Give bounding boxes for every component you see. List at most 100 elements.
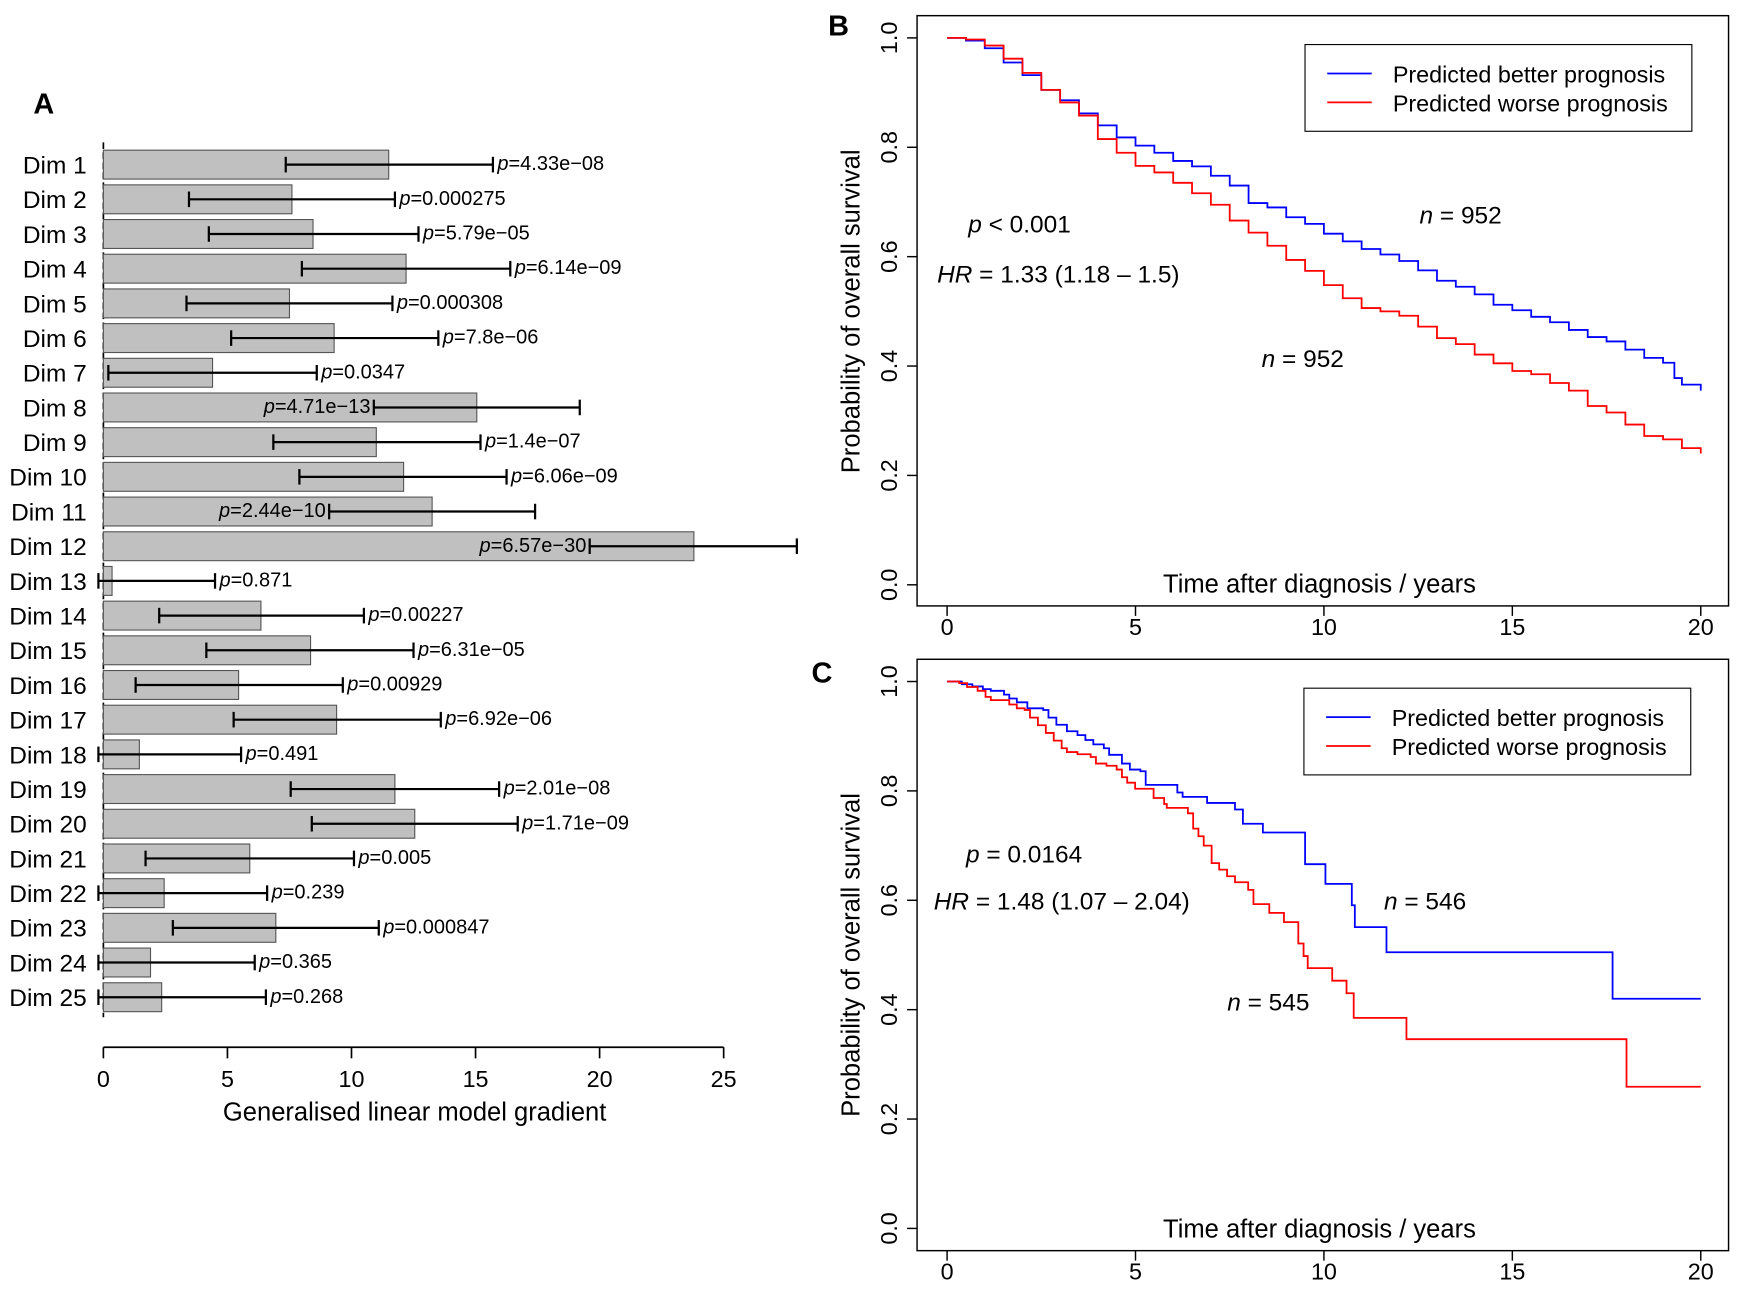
- x-tick-label: 15: [1499, 614, 1525, 640]
- x-tick-label: 10: [1311, 614, 1337, 640]
- category-label: Dim 23: [9, 916, 86, 943]
- p-value: 6.14e−09: [538, 257, 622, 279]
- legend-label: Predicted worse prognosis: [1392, 734, 1667, 760]
- p-symbol: p: [396, 292, 408, 314]
- x-axis-label: Time after diagnosis / years: [1163, 571, 1476, 599]
- p-value-label: p=7.8e−06: [442, 327, 539, 349]
- category-label: Dim 2: [23, 187, 87, 214]
- equals-sign: =: [533, 812, 545, 834]
- p-value-annotation: p < 0.001: [967, 211, 1071, 238]
- equals-sign: =: [231, 569, 243, 591]
- p-symbol: p: [422, 223, 434, 245]
- x-tick-label: 5: [1129, 1259, 1142, 1285]
- n-better-annotation-value: = 546: [1398, 888, 1467, 915]
- x-axis-label: Generalised linear model gradient: [223, 1099, 606, 1127]
- x-tick-label: 15: [1499, 1259, 1525, 1285]
- n-worse-annotation-symbol: n: [1227, 990, 1241, 1017]
- p-value-label: p=6.92e−06: [444, 708, 552, 730]
- category-label: Dim 24: [9, 950, 86, 977]
- equals-sign: =: [275, 396, 287, 418]
- category-label: Dim 13: [9, 569, 86, 596]
- y-tick-label: 0.0: [876, 1212, 902, 1244]
- p-symbol: p: [510, 465, 522, 487]
- p-value-label: p=0.00227: [367, 604, 463, 626]
- y-tick-label: 1.0: [876, 22, 902, 54]
- panel-letter-b: B: [828, 11, 849, 43]
- p-symbol: p: [357, 847, 369, 869]
- p-symbol: p: [496, 153, 508, 175]
- n-worse-annotation-symbol: n: [1262, 346, 1276, 373]
- p-value: 0.491: [268, 743, 318, 765]
- y-tick-label: 0.2: [876, 459, 902, 491]
- x-tick-label: 10: [339, 1066, 365, 1092]
- equals-sign: =: [394, 916, 406, 938]
- survival-curve-worse: [947, 680, 1701, 1088]
- category-label: Dim 16: [9, 673, 86, 700]
- y-tick-label: 1.0: [876, 665, 902, 697]
- category-label: Dim 10: [9, 465, 86, 492]
- legend-box: [1304, 44, 1693, 132]
- equals-sign: =: [522, 465, 534, 487]
- p-value: 1.4e−07: [508, 431, 581, 453]
- p-value-label: p=0.00929: [346, 674, 442, 696]
- p-symbol: p: [271, 882, 283, 904]
- hazard-ratio-annotation: HR = 1.48 (1.07 – 2.04): [934, 888, 1190, 915]
- n-worse-annotation-value: = 952: [1275, 346, 1344, 373]
- equals-sign: =: [456, 708, 468, 730]
- y-tick-label: 0.4: [876, 993, 902, 1025]
- equals-sign: =: [332, 361, 344, 383]
- y-tick-label: 0.0: [876, 569, 902, 601]
- p-value-label: p=6.06e−09: [510, 465, 618, 487]
- p-value-annotation-symbol: p: [965, 842, 980, 869]
- p-symbol: p: [263, 396, 275, 418]
- equals-sign: =: [358, 674, 370, 696]
- p-value: 6.31e−05: [441, 639, 525, 661]
- p-value-label: p=0.000275: [398, 188, 505, 210]
- p-value-label: p=4.33e−08: [496, 153, 604, 175]
- p-value: 7.8e−06: [466, 327, 539, 349]
- p-value-label: p=2.44e−10: [218, 500, 326, 522]
- p-value-label: p=2.01e−08: [503, 778, 611, 800]
- p-symbol: p: [346, 674, 358, 696]
- p-value: 0.000275: [422, 188, 505, 210]
- p-value: 0.365: [282, 951, 332, 973]
- category-label: Dim 18: [9, 742, 86, 769]
- equals-sign: =: [257, 743, 269, 765]
- equals-sign: =: [496, 431, 508, 453]
- equals-sign: =: [526, 257, 538, 279]
- y-tick-label: 0.2: [876, 1103, 902, 1135]
- legend-label: Predicted worse prognosis: [1393, 90, 1668, 116]
- p-symbol: p: [484, 431, 496, 453]
- equals-sign: =: [283, 882, 295, 904]
- legend: Predicted better prognosis Predicted wors…: [1304, 44, 1693, 132]
- p-symbol: p: [417, 639, 429, 661]
- p-value: 6.06e−09: [534, 465, 618, 487]
- equals-sign: =: [491, 535, 503, 557]
- x-tick-label: 20: [1688, 1259, 1714, 1285]
- p-value-label: p=0.000847: [382, 916, 489, 938]
- x-axis-label: Time after diagnosis / years: [1163, 1215, 1476, 1243]
- category-label: Dim 7: [23, 361, 87, 388]
- p-value: 0.239: [294, 882, 344, 904]
- category-label: Dim 11: [11, 499, 87, 526]
- p-value: 2.01e−08: [526, 778, 610, 800]
- equals-sign: =: [515, 778, 527, 800]
- y-axis-label: Probability of overall survival: [837, 793, 865, 1117]
- x-tick-label: 15: [463, 1066, 489, 1092]
- y-tick-label: 0.4: [876, 350, 902, 382]
- p-value: 0.0347: [344, 361, 405, 383]
- p-value-annotation-value: < 0.001: [982, 211, 1071, 238]
- p-value: 0.000308: [420, 292, 503, 314]
- n-worse-annotation: n = 545: [1227, 990, 1309, 1017]
- p-value-label: p=0.0347: [320, 361, 405, 383]
- p-value-label: p=0.268: [269, 986, 343, 1008]
- y-axis-label: Probability of overall survival: [837, 149, 865, 473]
- x-tick-label: 10: [1311, 1259, 1337, 1285]
- p-value-label: p=6.57e−30: [479, 535, 587, 557]
- p-value-label: p=4.71e−13: [263, 396, 371, 418]
- plot-frame: [916, 658, 1730, 1252]
- p-value: 0.005: [381, 847, 431, 869]
- p-value-label: p=6.31e−05: [417, 639, 525, 661]
